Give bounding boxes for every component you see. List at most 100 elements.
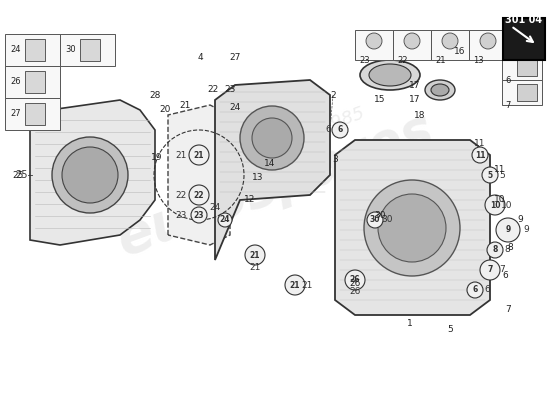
Text: 26: 26 — [349, 278, 361, 288]
Text: 21: 21 — [179, 100, 191, 110]
Bar — [80, 39, 100, 61]
Text: 23: 23 — [194, 210, 204, 220]
Text: 7: 7 — [487, 266, 493, 274]
Text: 26: 26 — [350, 276, 360, 284]
Circle shape — [240, 106, 304, 170]
Circle shape — [345, 270, 365, 290]
Bar — [355, 30, 393, 60]
Polygon shape — [335, 140, 490, 315]
Text: 21: 21 — [435, 56, 446, 65]
Text: 30: 30 — [381, 216, 393, 224]
Text: 6: 6 — [472, 286, 477, 294]
Circle shape — [485, 195, 505, 215]
Bar — [5, 66, 60, 98]
Bar — [517, 84, 537, 101]
Bar — [431, 30, 469, 60]
Text: 10: 10 — [494, 196, 506, 204]
Circle shape — [332, 122, 348, 138]
Bar — [25, 71, 45, 93]
Circle shape — [252, 118, 292, 158]
Text: 10: 10 — [490, 200, 500, 210]
Text: 24: 24 — [220, 216, 230, 224]
Text: 5: 5 — [447, 326, 453, 334]
Polygon shape — [215, 80, 330, 260]
Text: 17: 17 — [409, 96, 421, 104]
Bar — [25, 39, 45, 61]
Circle shape — [467, 282, 483, 298]
Text: 27: 27 — [10, 110, 21, 118]
Text: 25: 25 — [16, 170, 28, 180]
Text: 30: 30 — [65, 46, 76, 54]
Text: 9: 9 — [505, 226, 510, 234]
Text: 21: 21 — [250, 250, 260, 260]
Circle shape — [189, 185, 209, 205]
Circle shape — [52, 137, 128, 213]
Text: 3: 3 — [332, 156, 338, 164]
Text: 18: 18 — [414, 110, 426, 120]
Text: 30: 30 — [374, 210, 386, 220]
Text: 6: 6 — [325, 126, 331, 134]
Text: 11: 11 — [494, 166, 506, 174]
Text: 11: 11 — [475, 150, 485, 160]
Text: 21: 21 — [175, 150, 186, 160]
Text: 9: 9 — [517, 216, 523, 224]
Text: 9: 9 — [523, 226, 529, 234]
Text: 30: 30 — [370, 216, 380, 224]
Bar — [469, 30, 507, 60]
Text: 10: 10 — [501, 200, 513, 210]
Text: 21: 21 — [301, 280, 313, 290]
Text: 8: 8 — [504, 246, 510, 254]
Circle shape — [487, 242, 503, 258]
Text: 6: 6 — [337, 126, 343, 134]
Text: 11: 11 — [474, 138, 486, 148]
Bar — [5, 98, 60, 130]
Text: 8: 8 — [492, 246, 498, 254]
Text: 8: 8 — [507, 244, 513, 252]
Text: 24: 24 — [229, 104, 241, 112]
Text: 25: 25 — [12, 170, 24, 180]
Text: 17: 17 — [409, 80, 421, 90]
Text: 23: 23 — [175, 210, 186, 220]
Ellipse shape — [431, 84, 449, 96]
Bar — [60, 34, 115, 66]
Text: 2: 2 — [330, 90, 336, 100]
Polygon shape — [168, 105, 230, 245]
Circle shape — [285, 275, 305, 295]
Text: a passion since 1985: a passion since 1985 — [183, 104, 367, 186]
Text: 22: 22 — [175, 190, 186, 200]
Text: 6: 6 — [505, 76, 510, 85]
Text: 23: 23 — [359, 56, 370, 65]
Circle shape — [480, 33, 496, 49]
Circle shape — [366, 33, 382, 49]
Bar — [502, 55, 542, 80]
Circle shape — [191, 207, 207, 223]
Circle shape — [378, 194, 446, 262]
Bar — [502, 80, 542, 105]
Text: 1: 1 — [407, 318, 413, 328]
Text: 26: 26 — [349, 288, 361, 296]
Text: 26: 26 — [10, 78, 21, 86]
Ellipse shape — [369, 64, 411, 86]
Text: 13: 13 — [252, 174, 264, 182]
Text: 20: 20 — [160, 106, 170, 114]
Circle shape — [480, 260, 500, 280]
Text: 21: 21 — [249, 262, 261, 272]
Text: 21: 21 — [194, 150, 204, 160]
Circle shape — [62, 147, 118, 203]
Ellipse shape — [425, 80, 455, 100]
Bar — [25, 103, 45, 125]
Text: 7: 7 — [505, 306, 511, 314]
Text: 19: 19 — [151, 154, 163, 162]
Text: 5: 5 — [499, 170, 505, 180]
Bar — [393, 30, 431, 60]
Circle shape — [364, 180, 460, 276]
Text: 7: 7 — [499, 266, 505, 274]
Bar — [517, 59, 537, 76]
Text: 23: 23 — [224, 86, 236, 94]
Circle shape — [482, 167, 498, 183]
Text: 24: 24 — [210, 204, 221, 212]
Text: 7: 7 — [505, 101, 510, 110]
Text: 15: 15 — [374, 96, 386, 104]
Text: 13: 13 — [473, 56, 483, 65]
Text: 6: 6 — [484, 286, 490, 294]
